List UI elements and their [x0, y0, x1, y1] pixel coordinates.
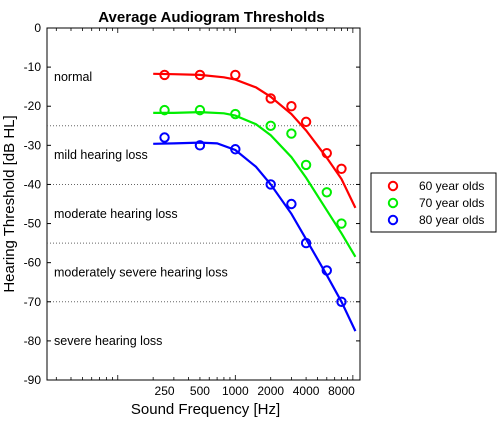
y-tick-label: -20: [24, 99, 42, 113]
data-point: [265, 179, 276, 190]
data-point: [336, 296, 347, 307]
band-label: mild hearing loss: [54, 148, 148, 162]
data-point: [194, 69, 206, 81]
data-point: [336, 163, 347, 175]
legend-label: 60 year olds: [419, 179, 484, 193]
y-tick-label: -30: [24, 138, 42, 152]
band-label: moderate hearing loss: [54, 207, 178, 221]
data-point: [300, 116, 312, 128]
y-axis-label: Hearing Threshold [dB HL]: [1, 115, 18, 292]
data-point: [159, 69, 170, 81]
y-tick-label: -60: [24, 256, 42, 270]
data-point: [265, 93, 276, 104]
data-point: [336, 218, 347, 229]
data-point: [230, 144, 241, 155]
data-point: [286, 101, 297, 112]
band-label: moderately severe hearing loss: [54, 265, 228, 279]
data-point: [230, 108, 241, 120]
x-tick-label: 8000: [328, 384, 355, 398]
y-tick-label: 0: [34, 21, 41, 35]
y-tick-label: -50: [24, 217, 42, 231]
data-point: [321, 187, 332, 198]
y-tick-label: -80: [24, 334, 42, 348]
y-tick-label: -40: [24, 177, 42, 191]
data-point: [321, 265, 332, 276]
data-point: [230, 69, 241, 81]
x-tick-label: 1000: [222, 384, 249, 398]
data-point: [286, 128, 297, 139]
legend-label: 70 year olds: [419, 196, 484, 210]
y-tick-label: -10: [24, 60, 42, 74]
data-point: [194, 104, 206, 116]
series-fit-line: [153, 141, 357, 332]
data-point: [321, 147, 332, 159]
data-point: [159, 104, 170, 116]
x-tick-label: 2000: [257, 384, 284, 398]
data-point: [159, 132, 170, 143]
plot-frame: [46, 27, 361, 381]
band-label: severe hearing loss: [54, 334, 162, 348]
data-point: [286, 198, 297, 210]
x-tick-label: 500: [190, 384, 210, 398]
x-tick-label: 4000: [293, 384, 320, 398]
band-label: normal: [54, 70, 92, 84]
legend-marker: [387, 197, 399, 209]
data-point: [300, 159, 312, 171]
y-tick-label: -90: [24, 373, 42, 387]
legend-marker: [387, 180, 399, 192]
x-tick-label: 250: [155, 384, 175, 398]
x-axis-label: Sound Frequency [Hz]: [131, 401, 280, 418]
legend-label: 80 year olds: [419, 213, 484, 227]
y-tick-label: -70: [24, 295, 42, 309]
data-point: [300, 237, 312, 249]
legend-marker: [387, 214, 399, 226]
data-point: [194, 140, 206, 151]
data-point: [265, 120, 276, 131]
chart-title: Average Audiogram Thresholds: [98, 9, 324, 26]
